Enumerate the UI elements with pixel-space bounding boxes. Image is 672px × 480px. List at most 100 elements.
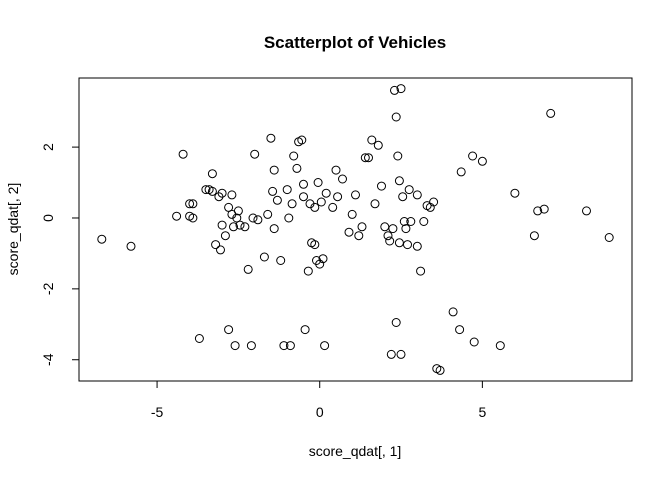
y-tick-label: -4 (40, 353, 56, 366)
scatter-point (178, 149, 188, 159)
scatter-point (351, 190, 360, 200)
x-tick-label: -5 (151, 404, 164, 420)
chart-title: Scatterplot of Vehicles (264, 33, 446, 52)
scatter-point (331, 165, 341, 175)
scatter-point (469, 337, 479, 347)
scatter-point (333, 192, 343, 202)
scatter-point (399, 217, 409, 226)
x-axis-label: score_qdat[, 1] (309, 443, 402, 459)
scatter-point (299, 179, 308, 189)
scatter-point (391, 112, 401, 122)
scatter-point (448, 307, 458, 317)
scatter-point (216, 245, 225, 255)
scatter-point (396, 349, 406, 359)
scatter-point (259, 252, 269, 262)
scatter-point (269, 165, 279, 175)
scatter-point (269, 224, 279, 234)
scatter-point (377, 181, 386, 191)
scatter-point (188, 213, 198, 223)
scatter-point (194, 334, 204, 343)
scatter-point (229, 222, 238, 232)
y-tick-label: 0 (40, 214, 56, 222)
x-tick-label: 5 (478, 404, 486, 420)
scatter-point (370, 199, 380, 209)
scatter-point (299, 192, 308, 202)
scatter-point (201, 185, 211, 195)
scatter-point (404, 185, 414, 195)
scatter-point (240, 222, 250, 232)
scatter-point (297, 135, 307, 145)
scatter-point (425, 202, 435, 212)
scatter-point (316, 197, 326, 207)
scatter-point (217, 220, 227, 230)
scatter-point (279, 341, 289, 351)
scatter-point (266, 133, 276, 143)
scatter-point (310, 202, 320, 212)
scatter-point (315, 259, 325, 269)
scatter-point (97, 234, 107, 244)
scatter-point (495, 341, 505, 351)
scatter-point (220, 231, 230, 241)
scatter-point (546, 108, 556, 118)
scatter-point (289, 151, 299, 161)
scatter-point (398, 192, 408, 202)
scatter-point (263, 209, 273, 219)
scatter-point (292, 163, 302, 173)
scatter-point (390, 85, 399, 95)
scatter-point (248, 213, 258, 223)
scatter-point (401, 224, 411, 234)
scatter-point (539, 204, 549, 214)
scatter-point (429, 197, 439, 207)
scatter-point (354, 231, 364, 241)
scatter-point (310, 240, 320, 250)
scatter-point (328, 202, 338, 212)
scatter-point (604, 233, 614, 242)
scatter-point (416, 266, 426, 276)
scatter-point (380, 222, 390, 232)
scatter-point (303, 266, 313, 276)
scatter-point (393, 151, 403, 161)
scatter-point (456, 167, 466, 177)
scatter-point (253, 215, 263, 225)
scatter-point (364, 153, 373, 163)
scatter-point (185, 199, 195, 209)
scatter-point (188, 199, 198, 209)
scatter-point (126, 241, 136, 251)
scatter-point (394, 176, 404, 186)
scatter-point (321, 188, 331, 198)
scatter-point (357, 222, 367, 232)
scatter-point (287, 199, 297, 209)
scatter-point (313, 178, 323, 187)
data-points (97, 84, 614, 375)
scatter-point (246, 341, 256, 351)
scatter-point (272, 195, 282, 205)
y-axis: -4 -2 0 2 (40, 143, 80, 366)
scatter-point (412, 241, 422, 251)
y-tick-label: -2 (40, 282, 56, 295)
scatter-point (455, 325, 465, 335)
scatter-point (224, 325, 234, 335)
scatter-point (403, 240, 412, 250)
scatter-point (510, 188, 520, 198)
scatter-point (285, 341, 295, 351)
scatter-point (360, 153, 370, 163)
scatter-point (419, 217, 429, 226)
scatter-point (318, 254, 328, 264)
scatter-point (388, 224, 398, 234)
scatter-point (406, 217, 416, 226)
scatter-point (207, 169, 217, 179)
scatter-point (230, 341, 240, 351)
y-tick-label: 2 (40, 143, 56, 151)
y-axis-label: score_qdat[, 2] (5, 183, 21, 276)
scatter-point (367, 135, 377, 145)
scatter-point (435, 365, 445, 375)
scatter-point (394, 238, 404, 248)
scatter-point (338, 174, 347, 184)
plot-frame (78, 77, 633, 382)
scatter-point (396, 84, 406, 94)
scatter-point (533, 206, 543, 216)
scatter-point (373, 140, 383, 150)
scatter-point (243, 264, 253, 274)
